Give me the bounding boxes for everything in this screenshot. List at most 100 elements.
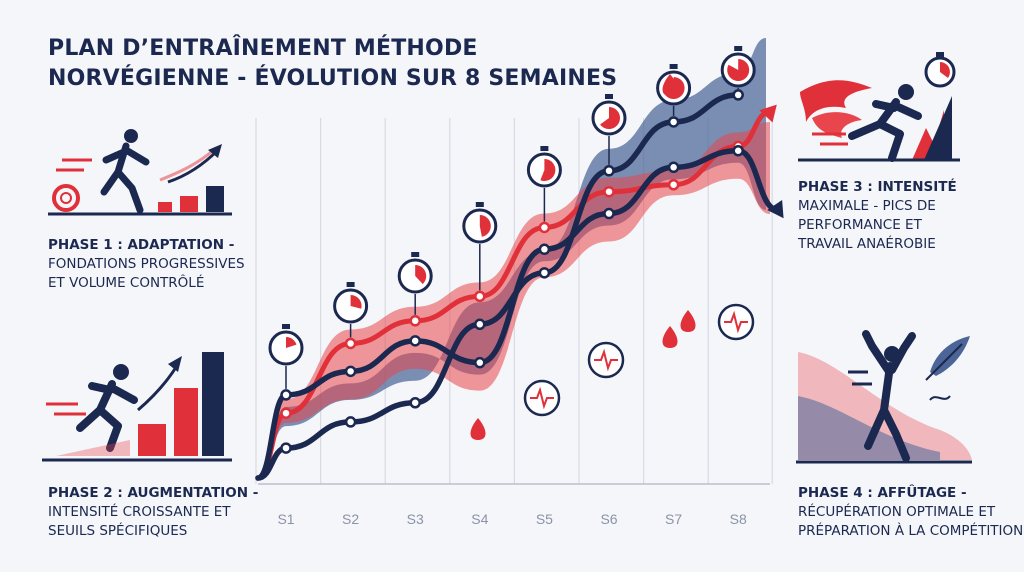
phase-2-title: Phase 2 : Augmentation - — [48, 485, 259, 501]
stopwatch-crown — [605, 94, 613, 99]
stopwatch-fill — [350, 295, 362, 309]
series-1-point — [667, 179, 680, 191]
series-1-point — [409, 315, 421, 327]
series-3-point — [409, 335, 421, 347]
page-title: Plan d’entraînement méthode norvégienne … — [48, 34, 618, 94]
heartbeat-line — [724, 310, 748, 334]
blood-drop — [662, 326, 678, 348]
stopwatch-crown — [734, 46, 743, 51]
runner-icon — [48, 129, 232, 216]
stopwatch-crown — [411, 252, 420, 257]
series-2-line — [255, 92, 741, 481]
series-2-point — [732, 89, 744, 101]
celebrating-athlete-icon — [862, 330, 916, 462]
series-1-point — [474, 290, 486, 303]
heartbeat-icon — [717, 303, 755, 341]
rising-bars-icon — [42, 352, 232, 462]
series-3-point — [732, 144, 744, 157]
series-2-point — [603, 165, 615, 177]
stopwatch-fill — [600, 107, 620, 129]
stopwatch-icon — [397, 252, 433, 294]
blood-drop-icon — [662, 74, 678, 96]
series-3-point — [474, 356, 486, 369]
sprinter-flame-icon — [800, 80, 922, 162]
phase-2-line-2: seuils spécifiques — [48, 523, 188, 539]
heartbeat-line — [594, 348, 618, 372]
feather-icon — [925, 336, 970, 401]
stopwatch-fill — [727, 59, 750, 81]
phase-3-line-1: maximale - pics de — [798, 198, 936, 214]
x-tick-label: S2 — [342, 511, 359, 527]
series-2-point — [409, 397, 421, 409]
x-tick-label: S3 — [407, 511, 424, 527]
blood-drop — [470, 418, 486, 440]
phase-4-line-1: récupération optimale et — [798, 504, 996, 520]
phase-3-line-3: travail anaérobie — [798, 236, 936, 252]
series-2-point — [474, 318, 486, 331]
blood-drop-icon — [662, 326, 678, 348]
series-2-point — [667, 116, 680, 128]
series-1-arrow — [759, 104, 777, 123]
series-1-point — [603, 185, 615, 198]
series-3-line — [255, 147, 781, 481]
stopwatch-crown — [282, 324, 290, 329]
x-tick-label: S8 — [730, 511, 747, 527]
heartbeat-icon — [587, 341, 625, 379]
series-3-arrow — [767, 200, 784, 219]
x-tick-label: S6 — [600, 511, 617, 527]
series-3-point — [538, 243, 551, 256]
blood-drop-icon — [470, 418, 486, 440]
x-tick-label: S1 — [277, 511, 294, 527]
blood-drop — [680, 310, 696, 332]
series-1-point — [280, 407, 292, 419]
series-2-point — [538, 267, 551, 279]
series-1-point — [538, 221, 551, 234]
phase-2-caption: Phase 2 : Augmentation - intensité crois… — [48, 484, 258, 541]
phase-1-line-2: et volume contrôlé — [48, 275, 205, 291]
stopwatch-icon — [591, 94, 627, 136]
phase-3-line-2: performance et — [798, 217, 922, 233]
series-2-point — [344, 416, 357, 428]
x-tick-label: S5 — [536, 511, 553, 527]
heartbeat-icon — [523, 379, 561, 417]
stopwatch-fill — [286, 337, 297, 348]
stopwatch-crown — [475, 202, 484, 207]
series-3-point — [603, 207, 615, 220]
phase-1-title: Phase 1 : Adaptation - — [48, 237, 235, 253]
phase-3-title: Phase 3 : Intensité — [798, 179, 957, 195]
stopwatch-crown — [540, 146, 549, 151]
stopwatch-fill — [540, 159, 556, 181]
heartbeat-line — [530, 386, 554, 410]
phase-4-line-2: préparation à la compétition — [798, 523, 1024, 539]
series-1-point — [344, 337, 357, 350]
sprinter-icon — [46, 364, 138, 452]
stopwatch-icon — [924, 52, 956, 88]
phase-4-caption: Phase 4 : Affûtage - récupération optima… — [798, 484, 1023, 541]
phase-3-caption: Phase 3 : Intensité maximale - pics de p… — [798, 178, 957, 254]
series-3-point — [344, 365, 357, 378]
phase-2-line-1: intensité croissante et — [48, 504, 231, 520]
x-tick-label: S7 — [665, 511, 682, 527]
stopwatch-crown — [346, 282, 355, 287]
title-line-1: Plan d’entraînement méthode — [48, 36, 478, 61]
progress-bars-small-icon — [158, 144, 224, 212]
series-2-point — [280, 442, 292, 454]
title-line-2: norvégienne - évolution sur 8 semaines — [48, 66, 618, 91]
stopwatch-icon — [720, 46, 756, 88]
phase-1-line-1: fondations progressives — [48, 256, 245, 272]
stopwatch-icon — [268, 324, 304, 366]
phase-4-title: Phase 4 : Affûtage - — [798, 485, 967, 501]
stopwatch-icon — [462, 202, 498, 244]
x-tick-label: S4 — [471, 511, 488, 527]
blood-drop — [662, 74, 678, 96]
stopwatch-fill — [479, 215, 491, 237]
series-3-point — [280, 389, 292, 401]
stopwatch-fill — [415, 265, 427, 285]
stopwatch-icon — [526, 146, 562, 188]
series-3-point — [667, 161, 680, 174]
performance-peaks-icon — [798, 96, 960, 162]
stopwatch-crown — [669, 64, 678, 69]
blood-drop-icon — [680, 310, 696, 332]
